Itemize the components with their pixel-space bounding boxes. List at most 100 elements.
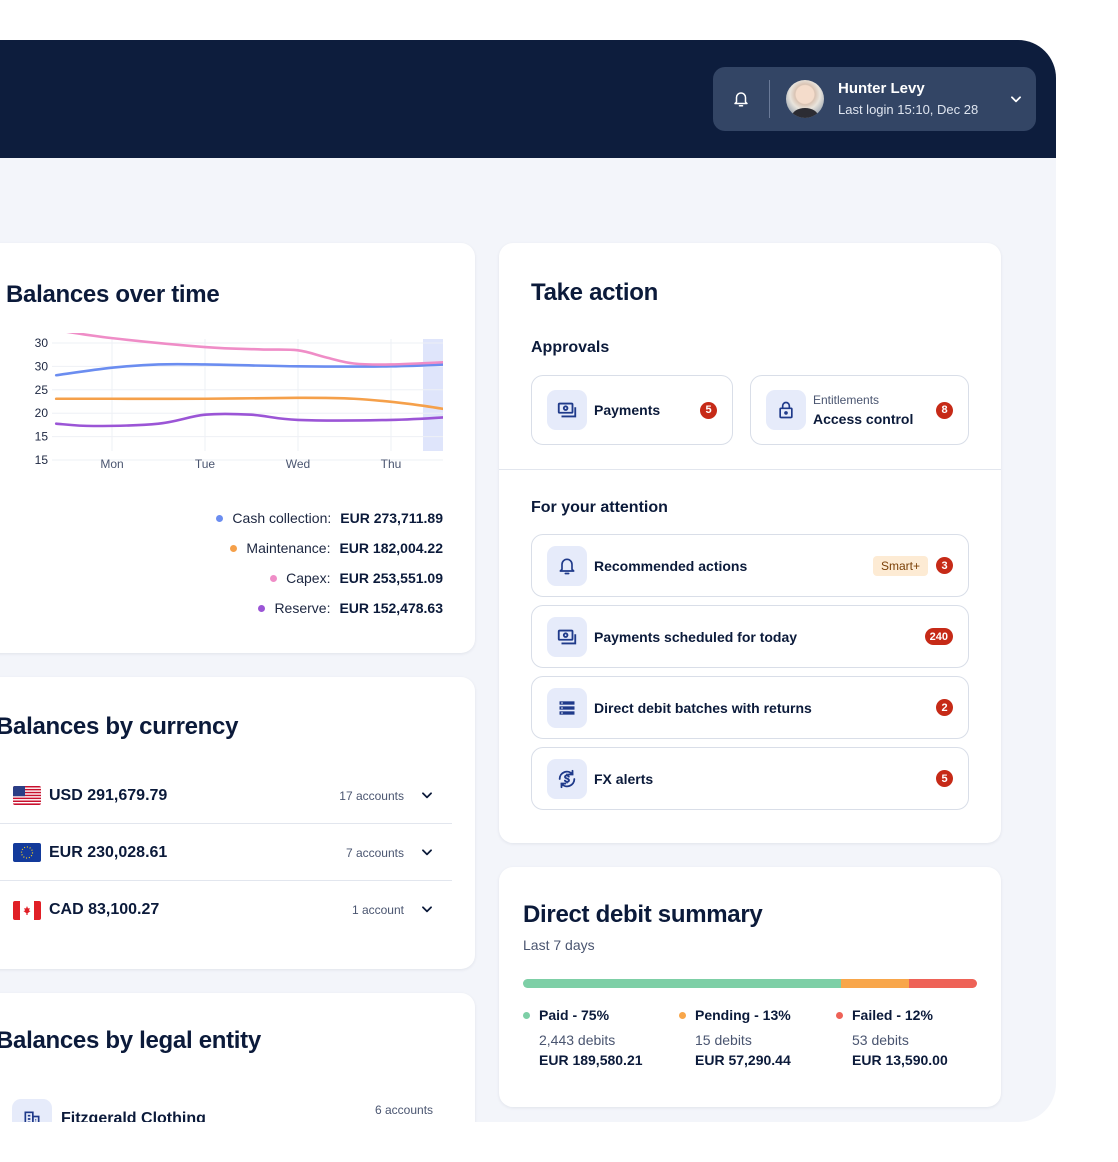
legend-item: Reserve: EUR 152,478.63 xyxy=(143,593,443,623)
user-menu[interactable]: Hunter Levy Last login 15:10, Dec 28 xyxy=(713,67,1036,131)
dds-item-amount: EUR 13,590.00 xyxy=(852,1052,948,1068)
count-badge: 5 xyxy=(700,401,717,419)
count-badge: 8 xyxy=(936,401,953,419)
payment-icon xyxy=(547,390,587,430)
status-dot xyxy=(679,1011,686,1019)
legend-dot xyxy=(270,574,278,582)
count-badge: 2 xyxy=(936,699,953,716)
bell-icon xyxy=(547,546,587,586)
entity-accounts: 6 accounts xyxy=(375,1103,434,1117)
legend-value: EUR 152,478.63 xyxy=(339,600,443,616)
dds-item-amount: EUR 189,580.21 xyxy=(539,1052,643,1068)
entity-name[interactable]: Fitzgerald Clothing xyxy=(61,1110,206,1122)
dds-item-count: 53 debits xyxy=(852,1032,909,1048)
series-line-maintenance xyxy=(54,396,443,411)
approval-tile-access-control[interactable]: Entitlements Access control 8 xyxy=(750,375,969,445)
currency-amount: CAD 83,100.27 xyxy=(49,901,160,918)
us-flag-icon xyxy=(13,786,41,805)
x-tick-label: Tue xyxy=(195,457,216,471)
status-dot xyxy=(836,1011,843,1019)
legend-label: Capex: xyxy=(286,570,331,586)
tile-label: Direct debit batches with returns xyxy=(594,699,812,716)
series-line-cash-collection xyxy=(54,362,443,377)
attention-direct-debit-batches[interactable]: Direct debit batches with returns 2 xyxy=(531,676,969,739)
section-divider xyxy=(499,469,1001,470)
legend-item: Cash collection: EUR 273,711.89 xyxy=(143,503,443,533)
y-tick-label: 20 xyxy=(35,406,49,420)
currency-row-usd[interactable]: USD 291,679.79 17 accounts xyxy=(0,768,452,824)
take-action-card: Take action Approvals Payments 5 Entitle… xyxy=(499,243,1001,843)
currency-row-eur[interactable]: EUR 230,028.61 7 accounts xyxy=(0,825,452,881)
eu-flag-icon xyxy=(13,843,41,862)
dds-pending: Pending - 13% 15 debits EUR 57,290.44 xyxy=(679,1007,829,1068)
lock-icon xyxy=(766,390,806,430)
notifications-button[interactable] xyxy=(713,67,769,131)
legend-value: EUR 253,551.09 xyxy=(339,570,443,586)
y-tick-label: 15 xyxy=(35,430,49,444)
balances-over-time-card: Balances over time 30 30 25 20 15 15 Mon Tue Wed… xyxy=(0,243,475,653)
bell-icon xyxy=(734,92,748,107)
dds-item-header: Failed - 12% xyxy=(836,1007,986,1023)
tile-label: Payments xyxy=(594,402,661,418)
currency-row-cad[interactable]: CAD 83,100.27 1 account xyxy=(0,882,452,938)
building-icon xyxy=(12,1099,52,1122)
attention-payments-scheduled[interactable]: Payments scheduled for today 240 xyxy=(531,605,969,668)
status-bar-segment xyxy=(840,979,909,988)
user-info: Hunter Levy Last login 15:10, Dec 28 xyxy=(838,79,996,119)
y-tick-label: 30 xyxy=(35,359,49,373)
dds-failed: Failed - 12% 53 debits EUR 13,590.00 xyxy=(836,1007,986,1068)
dds-paid: Paid - 75% 2,443 debits EUR 189,580.21 xyxy=(523,1007,673,1068)
user-name: Hunter Levy xyxy=(838,80,925,97)
chart-highlight-band xyxy=(423,339,443,451)
take-action-title: Take action xyxy=(531,279,658,306)
currency-accounts: 17 accounts xyxy=(339,788,404,803)
series-line-capex xyxy=(66,333,443,366)
currency-amount: EUR 230,028.61 xyxy=(49,843,168,861)
tile-sublabel: Entitlements xyxy=(813,393,880,407)
payment-icon xyxy=(547,617,587,657)
attention-recommended-actions[interactable]: Recommended actions Smart+ 3 xyxy=(531,534,969,597)
x-tick-label: Wed xyxy=(286,457,310,471)
tile-label: Payments scheduled for today xyxy=(594,628,798,645)
x-tick-label: Mon xyxy=(100,457,123,471)
user-menu-toggle[interactable] xyxy=(996,92,1036,106)
chevron-down-icon[interactable] xyxy=(420,902,434,916)
balances-by-legal-entity-card: Balances by legal entity Fitzgerald Clot… xyxy=(0,993,475,1122)
y-tick-label: 15 xyxy=(35,453,49,467)
legend-label: Cash collection: xyxy=(232,510,332,526)
dds-item-count: 15 debits xyxy=(695,1032,752,1048)
direct-debit-summary-subtitle: Last 7 days xyxy=(523,937,595,953)
dds-item-label: Paid - 75% xyxy=(539,1007,610,1023)
dds-item-header: Pending - 13% xyxy=(679,1007,829,1023)
series-line-reserve xyxy=(54,412,443,428)
count-badge: 5 xyxy=(936,770,953,787)
legend-dot xyxy=(230,544,238,552)
canada-flag-icon xyxy=(13,900,41,920)
dds-item-label: Failed - 12% xyxy=(852,1007,933,1023)
x-tick-label: Thu xyxy=(381,457,402,471)
dds-item-amount: EUR 57,290.44 xyxy=(695,1052,791,1068)
attention-fx-alerts[interactable]: FX alerts 5 xyxy=(531,747,969,810)
balances-by-currency-card: Balances by currency USD 291,679.79 17 a… xyxy=(0,677,475,969)
chevron-down-icon xyxy=(1011,96,1021,103)
legend-item: Maintenance: EUR 182,004.22 xyxy=(143,533,443,563)
approval-tile-payments[interactable]: Payments 5 xyxy=(531,375,733,445)
y-tick-label: 30 xyxy=(35,336,49,350)
balances-over-time-title: Balances over time xyxy=(6,281,220,308)
y-tick-label: 25 xyxy=(35,383,49,397)
batch-list-icon xyxy=(547,688,587,728)
direct-debit-status-bar xyxy=(523,979,977,988)
smart-tag: Smart+ xyxy=(872,555,928,576)
balances-by-legal-entity-title: Balances by legal entity xyxy=(0,1027,261,1054)
tile-label: FX alerts xyxy=(594,770,654,787)
dds-item-label: Pending - 13% xyxy=(695,1007,791,1023)
chevron-down-icon[interactable] xyxy=(420,845,434,859)
legend-item: Capex: EUR 253,551.09 xyxy=(143,563,443,593)
chevron-down-icon[interactable] xyxy=(420,788,434,802)
balances-line-chart: 303025201515MonTueWedThuT xyxy=(35,333,443,471)
chart-legend: Cash collection: EUR 273,711.89 Maintenanc… xyxy=(143,503,443,623)
legend-label: Reserve: xyxy=(274,600,331,616)
dds-item-count: 2,443 debits xyxy=(539,1032,616,1048)
legend-label: Maintenance: xyxy=(246,540,331,556)
status-bar-segment xyxy=(908,979,977,988)
